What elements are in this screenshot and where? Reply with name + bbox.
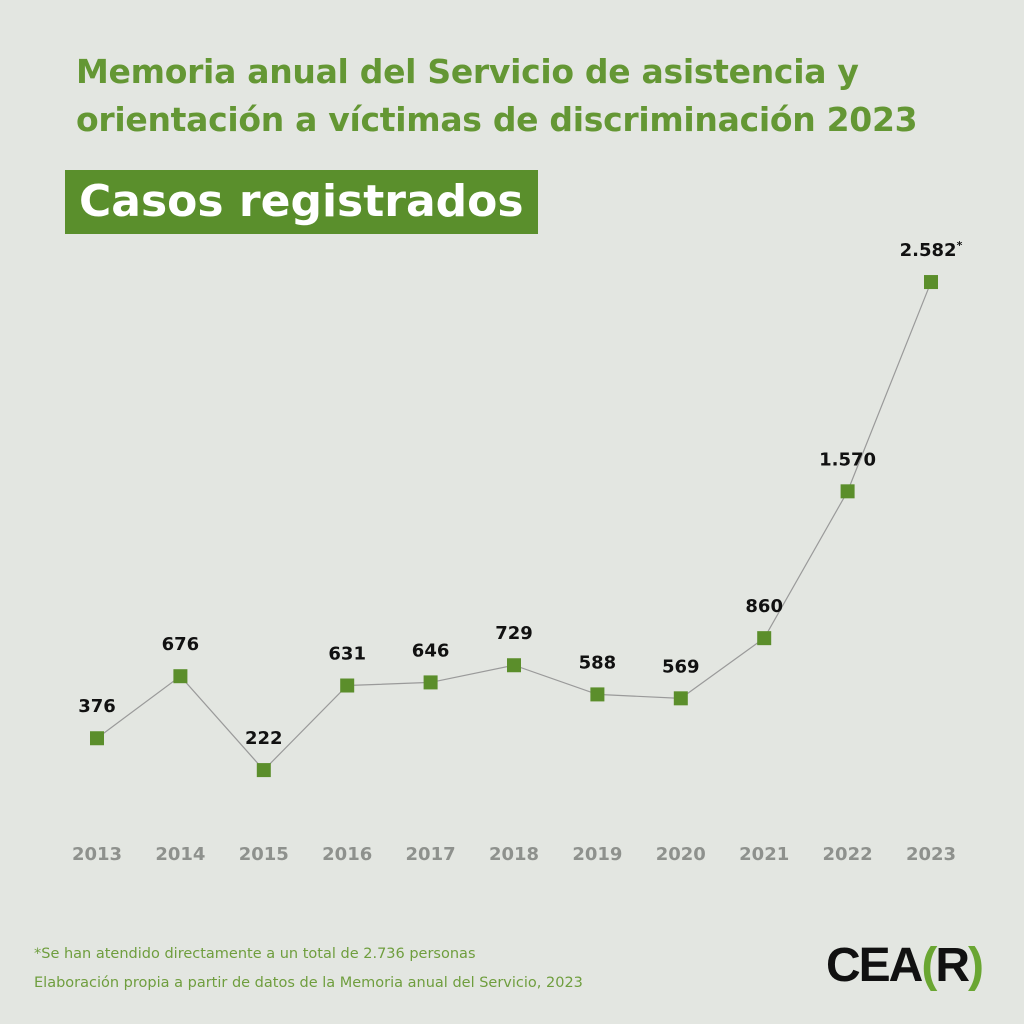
x-tick-label: 2017 [406,844,456,865]
x-tick-label: 2015 [239,844,289,865]
title-line-1: Memoria anual del Servicio de asistencia… [76,52,859,91]
x-tick-label: 2013 [72,844,122,865]
data-point [757,631,772,646]
data-point [256,763,271,778]
data-label: 569 [662,656,700,677]
x-tick-label: 2018 [489,844,539,865]
data-point [423,675,438,690]
logo-text-r: R [935,939,970,992]
data-point [924,275,938,290]
data-label: 646 [412,640,450,661]
series-line [96,281,932,771]
data-point [840,484,855,499]
x-tick-label: 2019 [572,844,622,865]
data-label: 588 [579,652,617,673]
data-point [90,731,104,746]
data-label: 676 [162,634,200,655]
x-tick-label: 2023 [906,844,956,865]
x-tick-label: 2020 [656,844,706,865]
logo-bracket: ) [968,939,984,992]
x-tick-label: 2022 [823,844,873,865]
data-label: 631 [328,644,366,665]
x-tick-label: 2014 [155,844,205,865]
cear-logo: CEA(R) [826,938,984,993]
data-label: 2.582* [900,239,963,261]
data-label: 376 [78,696,116,717]
footnote: *Se han atendido directamente a un total… [34,946,476,962]
chart-subtitle: Casos registrados [65,170,538,234]
title-line-2: orientación a víctimas de discriminación… [76,100,918,139]
data-point [673,691,688,706]
chart-title: Memoria anual del Servicio de asistencia… [76,48,918,144]
x-tick-label: 2021 [739,844,789,865]
data-label: 1.570 [819,449,876,470]
logo-text: CEA [826,939,923,992]
data-point [507,658,521,673]
logo-bracket: ( [921,939,937,992]
data-label: 729 [495,623,533,644]
data-point [173,669,188,684]
data-point [340,678,355,693]
data-point [590,687,605,702]
data-label: 860 [745,596,783,617]
source-note: Elaboración propia a partir de datos de … [34,975,583,991]
x-tick-label: 2016 [322,844,372,865]
data-label: 222 [245,728,283,749]
